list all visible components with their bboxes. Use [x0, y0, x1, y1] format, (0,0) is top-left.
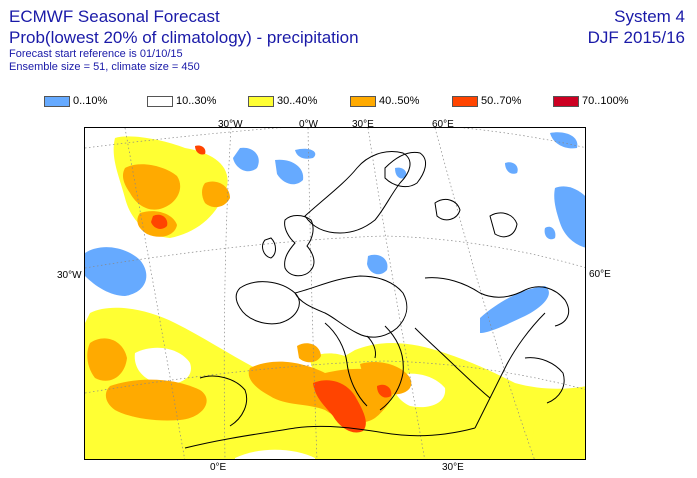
legend-swatch [248, 95, 274, 107]
legend-label: 0..10% [73, 95, 108, 107]
legend-label: 30..40% [277, 95, 318, 107]
legend-swatch [44, 95, 70, 107]
legend-item: 0..10% [44, 94, 107, 108]
legend-swatch [452, 95, 478, 107]
ensemble-size-text: Ensemble size = 51, climate size = 450 [9, 61, 200, 73]
legend-item: 30..40% [248, 94, 317, 108]
legend-item: 70..100% [553, 94, 628, 108]
lon-label-right: 60°E [589, 269, 611, 280]
prob-50-70-regions [151, 145, 392, 433]
legend-swatch [147, 95, 173, 107]
color-legend: 0..10% 10..30% 30..40% 40..50% 50..70% 7… [0, 94, 697, 108]
graticule-lines [85, 128, 585, 459]
season-label: DJF 2015/16 [587, 28, 685, 47]
lon-label-top: 0°W [299, 119, 318, 130]
legend-item: 40..50% [350, 94, 419, 108]
lon-label-bottom: 0°E [210, 462, 227, 473]
legend-label: 50..70% [481, 95, 522, 107]
map-title: ECMWF Seasonal Forecast [9, 7, 220, 26]
legend-swatch [350, 95, 376, 107]
legend-swatch [553, 95, 579, 107]
legend-label: 40..50% [379, 95, 420, 107]
coastlines [184, 151, 570, 449]
map-canvas [85, 128, 585, 459]
lon-label-left: 30°W [57, 270, 82, 281]
legend-item: 50..70% [452, 94, 521, 108]
lon-label-top: 30°E [352, 119, 374, 130]
forecast-start-text: Forecast start reference is 01/10/15 [9, 48, 183, 60]
lon-label-bottom: 30°E [442, 462, 464, 473]
legend-label: 10..30% [176, 95, 217, 107]
legend-item: 10..30% [147, 94, 216, 108]
lon-label-top: 30°W [218, 119, 243, 130]
map-panel [84, 127, 586, 460]
system-label: System 4 [614, 7, 685, 26]
lon-label-top: 60°E [432, 119, 454, 130]
map-subtitle: Prob(lowest 20% of climatology) - precip… [9, 28, 359, 47]
legend-label: 70..100% [582, 95, 629, 107]
